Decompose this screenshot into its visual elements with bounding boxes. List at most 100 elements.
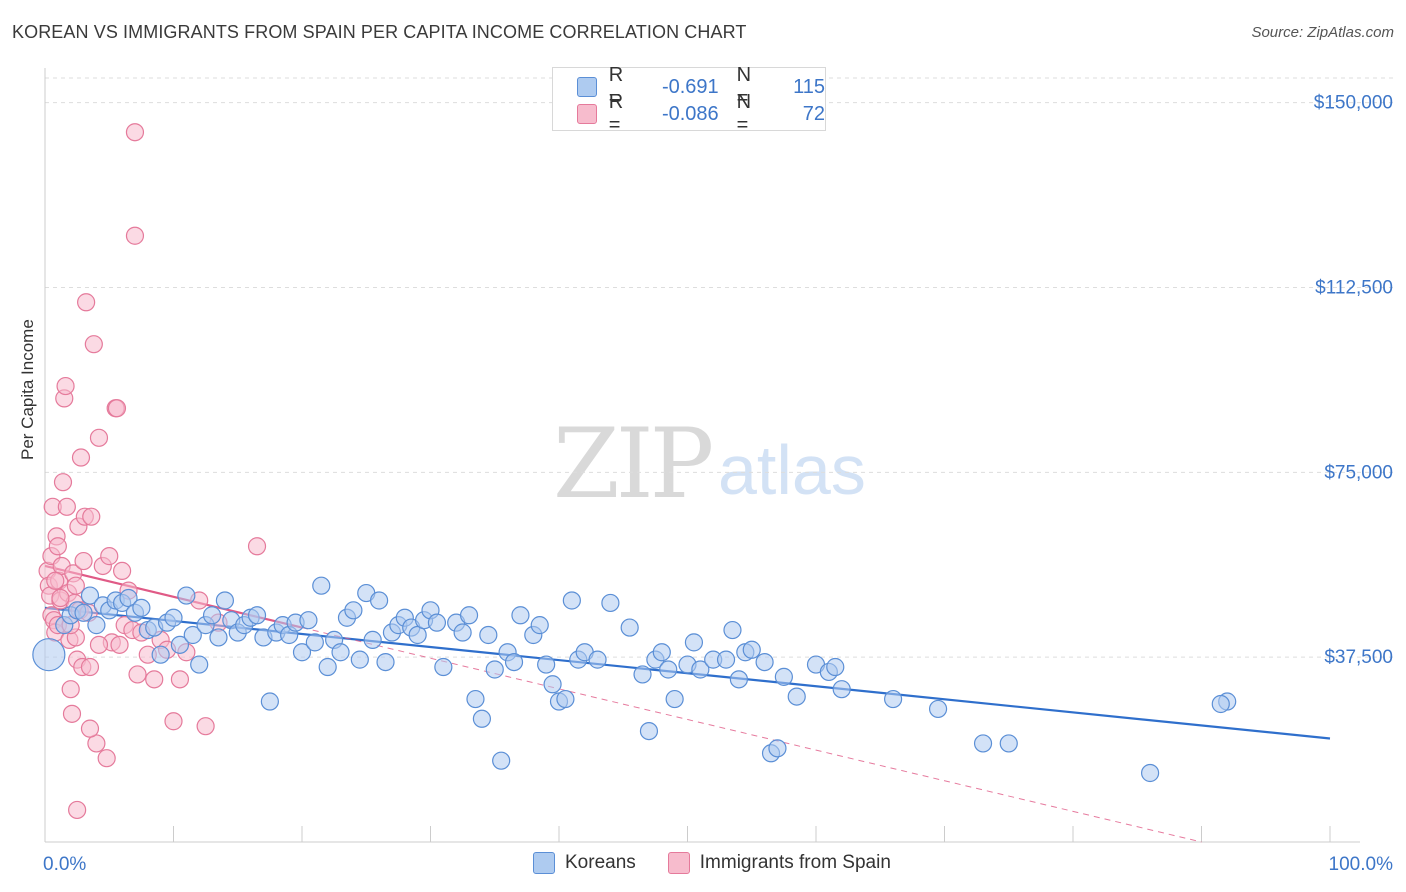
korean-point	[376, 652, 395, 672]
korean-point	[665, 689, 684, 709]
korean-point	[459, 606, 479, 625]
spain-legend-swatch	[667, 852, 690, 874]
spain-point	[74, 551, 93, 571]
spain-point	[48, 537, 67, 556]
korean-point	[562, 591, 581, 610]
spain-point	[112, 561, 132, 581]
legend-item-spain[interactable]: Immigrants from Spain	[667, 852, 891, 874]
spain-point	[80, 719, 100, 738]
korean-point	[370, 591, 389, 610]
korean-points	[32, 576, 1237, 783]
korean-point	[639, 721, 659, 741]
spain-point	[100, 547, 119, 566]
spain-point	[125, 226, 145, 245]
korean-point	[620, 618, 639, 637]
spain-point	[170, 670, 190, 689]
korean-point	[299, 611, 318, 630]
y-tick-label: $75,000	[1324, 462, 1393, 483]
korean-point	[691, 660, 710, 679]
korean-point	[318, 657, 337, 677]
r-label: R =	[608, 64, 624, 109]
korean-point	[511, 606, 530, 625]
korean-point	[684, 633, 704, 652]
watermark-atlas: atlas	[718, 431, 866, 509]
spain-trend-line-dashed	[301, 627, 1202, 843]
y-tick-label: $37,500	[1324, 647, 1393, 668]
spain-point	[247, 537, 267, 556]
n-label: N =	[736, 64, 752, 109]
korean-point	[928, 699, 948, 719]
korean-point	[247, 606, 267, 625]
koreans-swatch	[577, 77, 597, 97]
korean-point	[601, 593, 620, 613]
spain-point	[196, 717, 215, 736]
spain-point	[56, 376, 75, 396]
korean-point	[312, 576, 331, 595]
korean-point	[543, 675, 562, 694]
spain-point	[57, 497, 76, 516]
korean-point	[466, 689, 485, 709]
spain-point	[82, 507, 101, 526]
tick-labels: $37,500 $75,000 $112,500 $150,000 0.0% 100.0%	[43, 93, 1393, 875]
trend-lines	[44, 564, 1331, 843]
korean-point	[633, 665, 652, 684]
spain-point	[164, 712, 183, 731]
x-tick-label-max: 100.0%	[1329, 854, 1394, 875]
correlation-legend: R = -0.691 N = 115 R = -0.086 N = 72	[552, 64, 826, 136]
spain-point	[46, 571, 65, 590]
korean-point	[202, 606, 222, 625]
korean-point	[504, 652, 524, 672]
spain-legend-label: Immigrants from Spain	[699, 852, 891, 873]
korean-point	[209, 628, 228, 647]
legend-row-spain: R = -0.086 N = 72	[577, 91, 825, 136]
korean-point	[716, 650, 736, 669]
axes	[44, 68, 1360, 843]
spain-point	[125, 123, 145, 142]
korean-point	[177, 586, 196, 605]
chart-title: KOREAN VS IMMIGRANTS FROM SPAIN PER CAPI…	[12, 22, 747, 42]
korean-point	[170, 635, 190, 654]
spain-r-value: -0.086	[661, 102, 719, 125]
korean-point	[479, 625, 498, 645]
spain-point	[66, 576, 85, 595]
spain-point	[80, 657, 100, 677]
spain-n-value: 72	[802, 102, 825, 125]
korean-point	[723, 620, 742, 640]
korean-point	[434, 657, 453, 677]
korean-point	[652, 643, 671, 662]
korean-point	[973, 734, 993, 753]
korean-point	[472, 709, 491, 728]
korean-point	[164, 608, 183, 627]
korean-point	[485, 660, 504, 679]
korean-point	[183, 625, 202, 645]
spain-point	[51, 588, 70, 608]
spain-point	[110, 635, 129, 654]
korean-point	[132, 598, 151, 617]
koreans-n-value: 115	[793, 75, 825, 98]
korean-point	[151, 645, 170, 664]
legend-item-koreans[interactable]: Koreans	[533, 852, 636, 874]
korean-point	[292, 643, 312, 662]
y-tick-label: $112,500	[1315, 277, 1393, 298]
series-legend: Koreans Immigrants from Spain	[533, 852, 923, 874]
spain-swatch	[577, 104, 597, 124]
spain-point	[89, 428, 109, 447]
spain-point	[84, 335, 103, 354]
koreans-legend-swatch	[533, 852, 555, 874]
r-label: R =	[608, 91, 624, 136]
watermark-zip: ZIP	[553, 408, 714, 520]
korean-point	[344, 601, 363, 620]
spain-point	[71, 448, 91, 467]
spain-point	[61, 680, 80, 699]
spain-points	[38, 123, 267, 820]
korean-point	[659, 660, 678, 679]
korean-point	[350, 650, 369, 669]
korean-point	[80, 586, 100, 605]
korean-point	[556, 689, 575, 709]
korean-point	[1140, 763, 1160, 783]
gridlines	[45, 77, 1395, 658]
korean-point	[305, 633, 324, 652]
korean-point	[363, 630, 382, 650]
korean-point	[742, 640, 761, 659]
